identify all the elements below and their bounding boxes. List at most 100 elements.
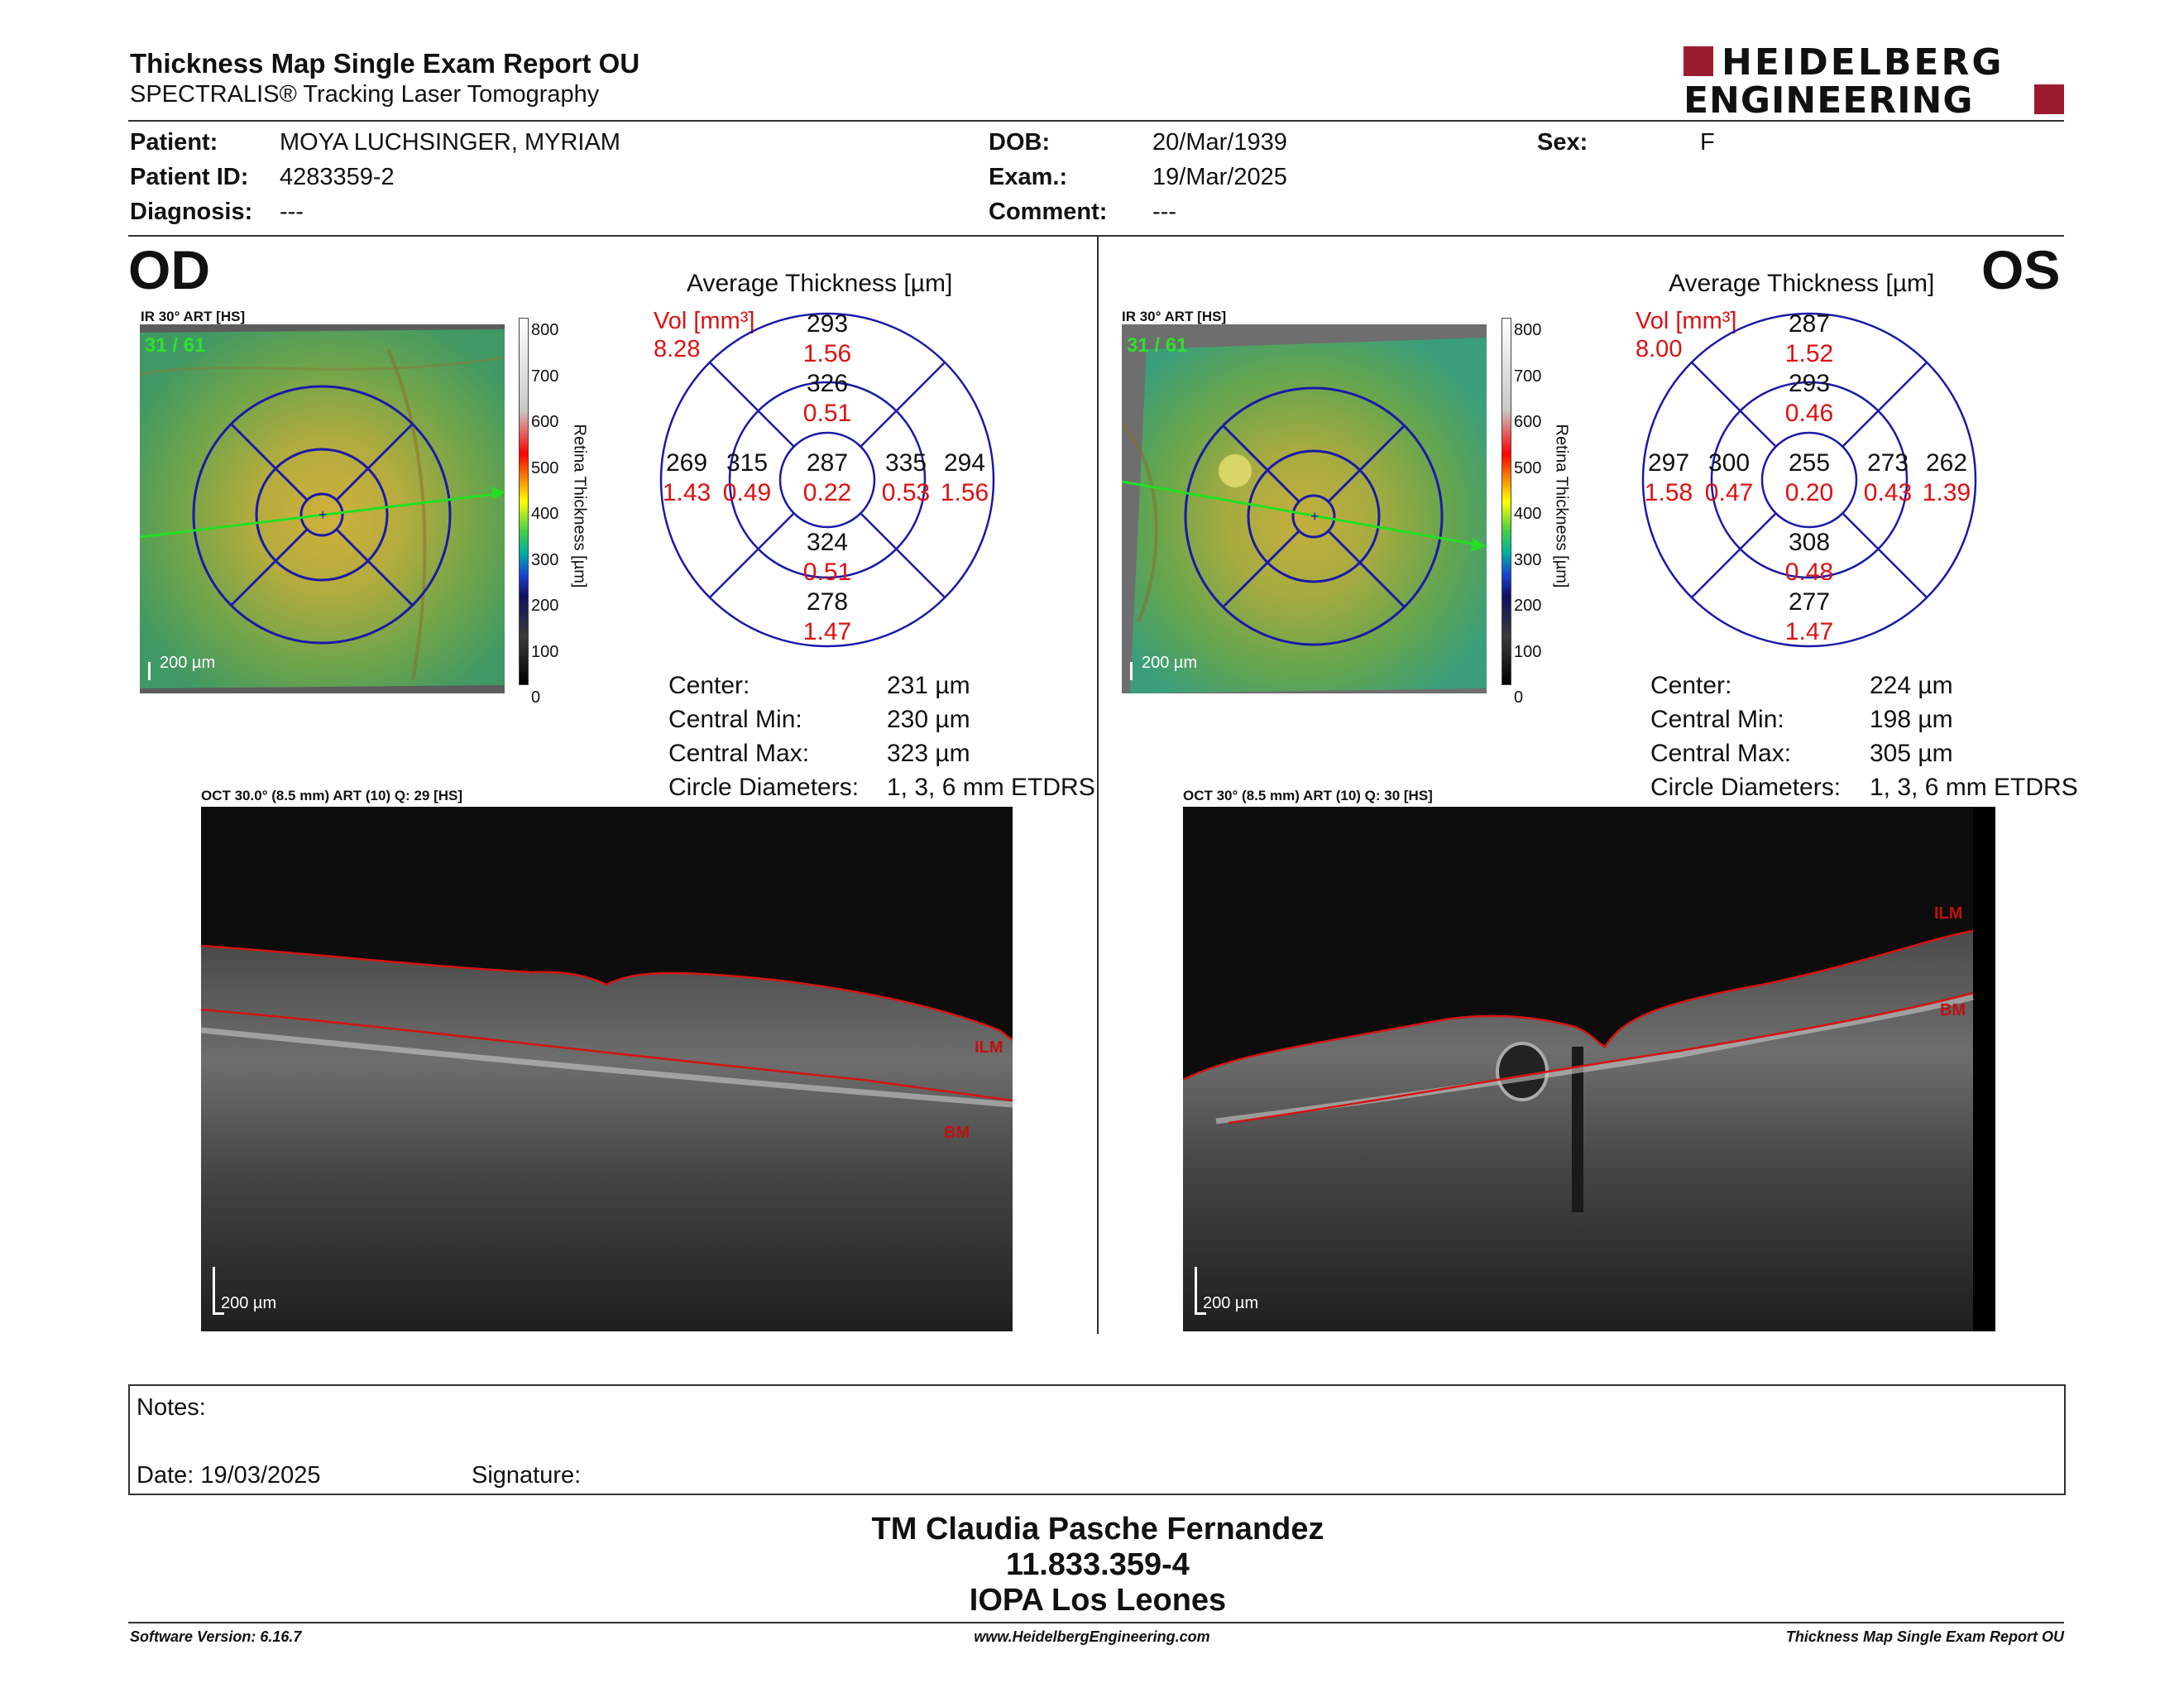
od-vol-total: 8.28 xyxy=(654,336,701,362)
od-tick-500: 500 xyxy=(531,458,559,477)
od-stats-labels: Center: Central Min: Central Max: Circle Di… xyxy=(668,672,860,801)
od-avg-title: Average Thickness [µm] xyxy=(687,270,953,297)
os-oct-label: OCT 30° (8.5 mm) ART (10) Q: 30 [HS] xyxy=(1183,788,1433,803)
od-oct-label: OCT 30.0° (8.5 mm) ART (10) Q: 29 [HS] xyxy=(201,788,463,803)
os-tick-600: 600 xyxy=(1514,413,1542,431)
os-sector-center: 255 0.20 xyxy=(1784,449,1834,506)
os-tick-100: 100 xyxy=(1514,642,1542,661)
os-avg-title: Average Thickness [µm] xyxy=(1669,270,1935,297)
os-tick-800: 800 xyxy=(1514,321,1542,339)
sex-label: Sex: xyxy=(1537,129,1588,156)
dob-value: 20/Mar/1939 xyxy=(1152,129,1287,156)
od-tick-700: 700 xyxy=(531,367,559,386)
od-colorbar-ticks: 800 700 600 500 400 300 200 100 0 xyxy=(531,308,558,722)
os-colorbar xyxy=(1502,318,1511,685)
logo-text-line2: ENGINEERING xyxy=(1684,79,1974,122)
os-colorbar-title: Retina Thickness [µm] xyxy=(1552,424,1571,588)
os-oct-scale-label: 200 µm xyxy=(1203,1294,1259,1312)
comment-label: Comment: xyxy=(989,199,1108,225)
od-sector-inner-superior: 326 0.51 xyxy=(802,370,852,427)
comment-value: --- xyxy=(1152,199,1176,225)
os-etdrs-grid xyxy=(1641,312,1977,648)
os-eye-label: OS xyxy=(1981,239,2061,300)
os-oct-scale-bar xyxy=(1195,1267,1197,1315)
od-tick-100: 100 xyxy=(531,642,559,661)
signature-id: 11.833.359-4 xyxy=(1006,1547,1190,1582)
os-tick-0: 0 xyxy=(1514,688,1524,707)
os-sector-inner-superior: 293 0.46 xyxy=(1784,370,1834,427)
od-sector-outer-superior: 293 1.56 xyxy=(802,310,852,367)
od-colorbar xyxy=(519,318,529,685)
od-oct-bscan: ILM BM 200 µm xyxy=(201,807,1013,1331)
os-sector-inner-temporal: 300 0.47 xyxy=(1704,449,1754,506)
os-tick-500: 500 xyxy=(1514,458,1542,477)
os-scale-bar xyxy=(1130,662,1133,680)
svg-text:+: + xyxy=(318,506,328,523)
od-tick-0: 0 xyxy=(531,688,541,707)
od-sector-outer-inferior: 278 1.47 xyxy=(802,588,852,645)
signature-label: Signature: xyxy=(472,1462,582,1489)
os-scale-label: 200 µm xyxy=(1142,654,1198,672)
od-ilm-label: ILM xyxy=(975,1038,1003,1057)
od-sector-center: 287 0.22 xyxy=(802,449,852,506)
os-stats-labels: Center: Central Min: Central Max: Circle Di… xyxy=(1650,672,1842,801)
od-vol-label: Vol [mm³] xyxy=(654,308,755,334)
os-ir-label: IR 30° ART [HS] xyxy=(1122,309,1227,324)
od-tick-600: 600 xyxy=(531,413,559,431)
footer-software-version: Software Version: 6.16.7 xyxy=(130,1628,302,1645)
os-bm-label: BM xyxy=(1940,1001,1966,1019)
patient-name: MOYA LUCHSINGER, MYRIAM xyxy=(280,129,620,156)
od-bm-label: BM xyxy=(944,1124,970,1142)
logo-text-line1: HEIDELBERG xyxy=(1722,41,2004,84)
sex-value: F xyxy=(1700,129,1715,156)
od-tick-300: 300 xyxy=(531,550,559,569)
diagnosis-label: Diagnosis: xyxy=(130,199,253,225)
report-title: Thickness Map Single Exam Report OU xyxy=(130,48,640,79)
od-eye-label: OD xyxy=(128,239,210,300)
od-tick-400: 400 xyxy=(531,505,559,523)
exam-value: 19/Mar/2025 xyxy=(1152,164,1287,190)
od-sector-inner-nasal: 335 0.53 xyxy=(881,449,931,506)
exam-label: Exam.: xyxy=(989,164,1068,190)
od-tick-800: 800 xyxy=(531,321,559,339)
od-etdrs-grid xyxy=(659,312,995,648)
patient-label: Patient: xyxy=(130,129,218,156)
os-sector-outer-temporal: 297 1.58 xyxy=(1644,449,1693,506)
os-fundus-image: + 31 / 61 200 µm xyxy=(1122,324,1487,693)
od-sector-inner-temporal: 315 0.49 xyxy=(722,449,772,506)
od-oct-scale-label: 200 µm xyxy=(221,1294,277,1312)
od-colorbar-title: Retina Thickness [µm] xyxy=(570,424,589,588)
notes-box[interactable]: Notes: Date: 19/03/2025 Signature: xyxy=(128,1384,2066,1495)
heidelberg-logo: HEIDELBERG ENGINEERING xyxy=(1684,41,2066,122)
od-scale-bar xyxy=(148,662,151,680)
os-colorbar-ticks: 800 700 600 500 400 300 200 100 0 xyxy=(1514,308,1541,722)
od-oct-scale-bar xyxy=(213,1267,215,1315)
dob-label: DOB: xyxy=(989,129,1051,156)
os-vol-label: Vol [mm³] xyxy=(1636,308,1737,334)
os-sector-outer-superior: 287 1.52 xyxy=(1784,310,1834,367)
od-sector-outer-temporal: 269 1.43 xyxy=(662,449,711,506)
os-stats-values: 224 µm 198 µm 305 µm 1, 3, 6 mm ETDRS xyxy=(1870,672,2078,801)
os-sector-inner-inferior: 308 0.48 xyxy=(1784,529,1834,586)
os-tick-300: 300 xyxy=(1514,550,1542,569)
od-ir-label: IR 30° ART [HS] xyxy=(141,309,246,324)
od-sector-inner-inferior: 324 0.51 xyxy=(802,529,852,586)
os-tick-700: 700 xyxy=(1514,367,1542,386)
date-label: Date: 19/03/2025 xyxy=(136,1462,321,1489)
eye-divider xyxy=(1097,237,1099,1334)
patient-id-label: Patient ID: xyxy=(130,164,249,190)
od-sector-outer-nasal: 294 1.56 xyxy=(940,449,989,506)
os-tick-200: 200 xyxy=(1514,597,1542,615)
od-tick-200: 200 xyxy=(531,597,559,615)
od-frame-counter: 31 / 61 xyxy=(145,334,206,357)
diagnosis-value: --- xyxy=(280,199,304,225)
os-sector-inner-nasal: 273 0.43 xyxy=(1863,449,1913,506)
footer-website[interactable]: www.HeidelbergEngineering.com xyxy=(974,1628,1210,1645)
footer-report-name: Thickness Map Single Exam Report OU xyxy=(1785,1628,2064,1645)
os-tick-400: 400 xyxy=(1514,505,1542,523)
os-vol-total: 8.00 xyxy=(1636,336,1683,362)
report-subtitle: SPECTRALIS® Tracking Laser Tomography xyxy=(130,81,600,108)
od-stats-values: 231 µm 230 µm 323 µm 1, 3, 6 mm ETDRS xyxy=(887,672,1095,801)
os-ilm-label: ILM xyxy=(1934,904,1962,923)
od-fundus-image: + 31 / 61 200 µm xyxy=(140,324,505,693)
